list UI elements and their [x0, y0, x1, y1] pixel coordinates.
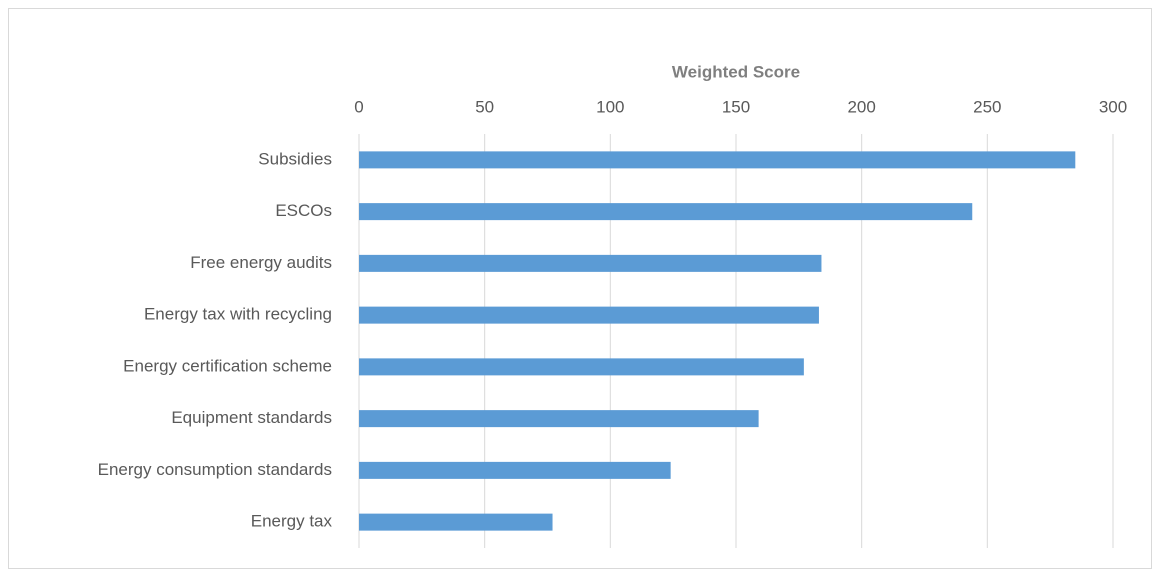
chart-frame: [8, 8, 1152, 569]
x-tick-label: 50: [475, 97, 494, 116]
bar: [359, 513, 553, 531]
bar: [359, 358, 804, 376]
y-tick-label: Energy tax with recycling: [144, 305, 332, 324]
y-tick-label: Equipment standards: [171, 408, 332, 427]
x-tick-label: 0: [354, 97, 363, 116]
bar: [359, 203, 973, 221]
y-tick-label: ESCOs: [275, 201, 332, 220]
y-tick-label: Free energy audits: [190, 253, 332, 272]
x-tick-label: 250: [973, 97, 1001, 116]
bar: [359, 461, 671, 479]
y-tick-label: Energy consumption standards: [98, 460, 332, 479]
x-tick-label: 150: [722, 97, 750, 116]
bar: [359, 306, 819, 324]
x-axis-title: Weighted Score: [672, 62, 800, 81]
bar: [359, 410, 759, 428]
bar: [359, 254, 822, 272]
y-tick-label: Energy certification scheme: [123, 356, 332, 375]
x-tick-label: 100: [596, 97, 624, 116]
x-tick-label: 200: [847, 97, 875, 116]
x-tick-label: 300: [1099, 97, 1127, 116]
y-tick-label: Subsidies: [258, 149, 332, 168]
bar: [359, 151, 1076, 169]
y-tick-label: Energy tax: [251, 512, 333, 531]
